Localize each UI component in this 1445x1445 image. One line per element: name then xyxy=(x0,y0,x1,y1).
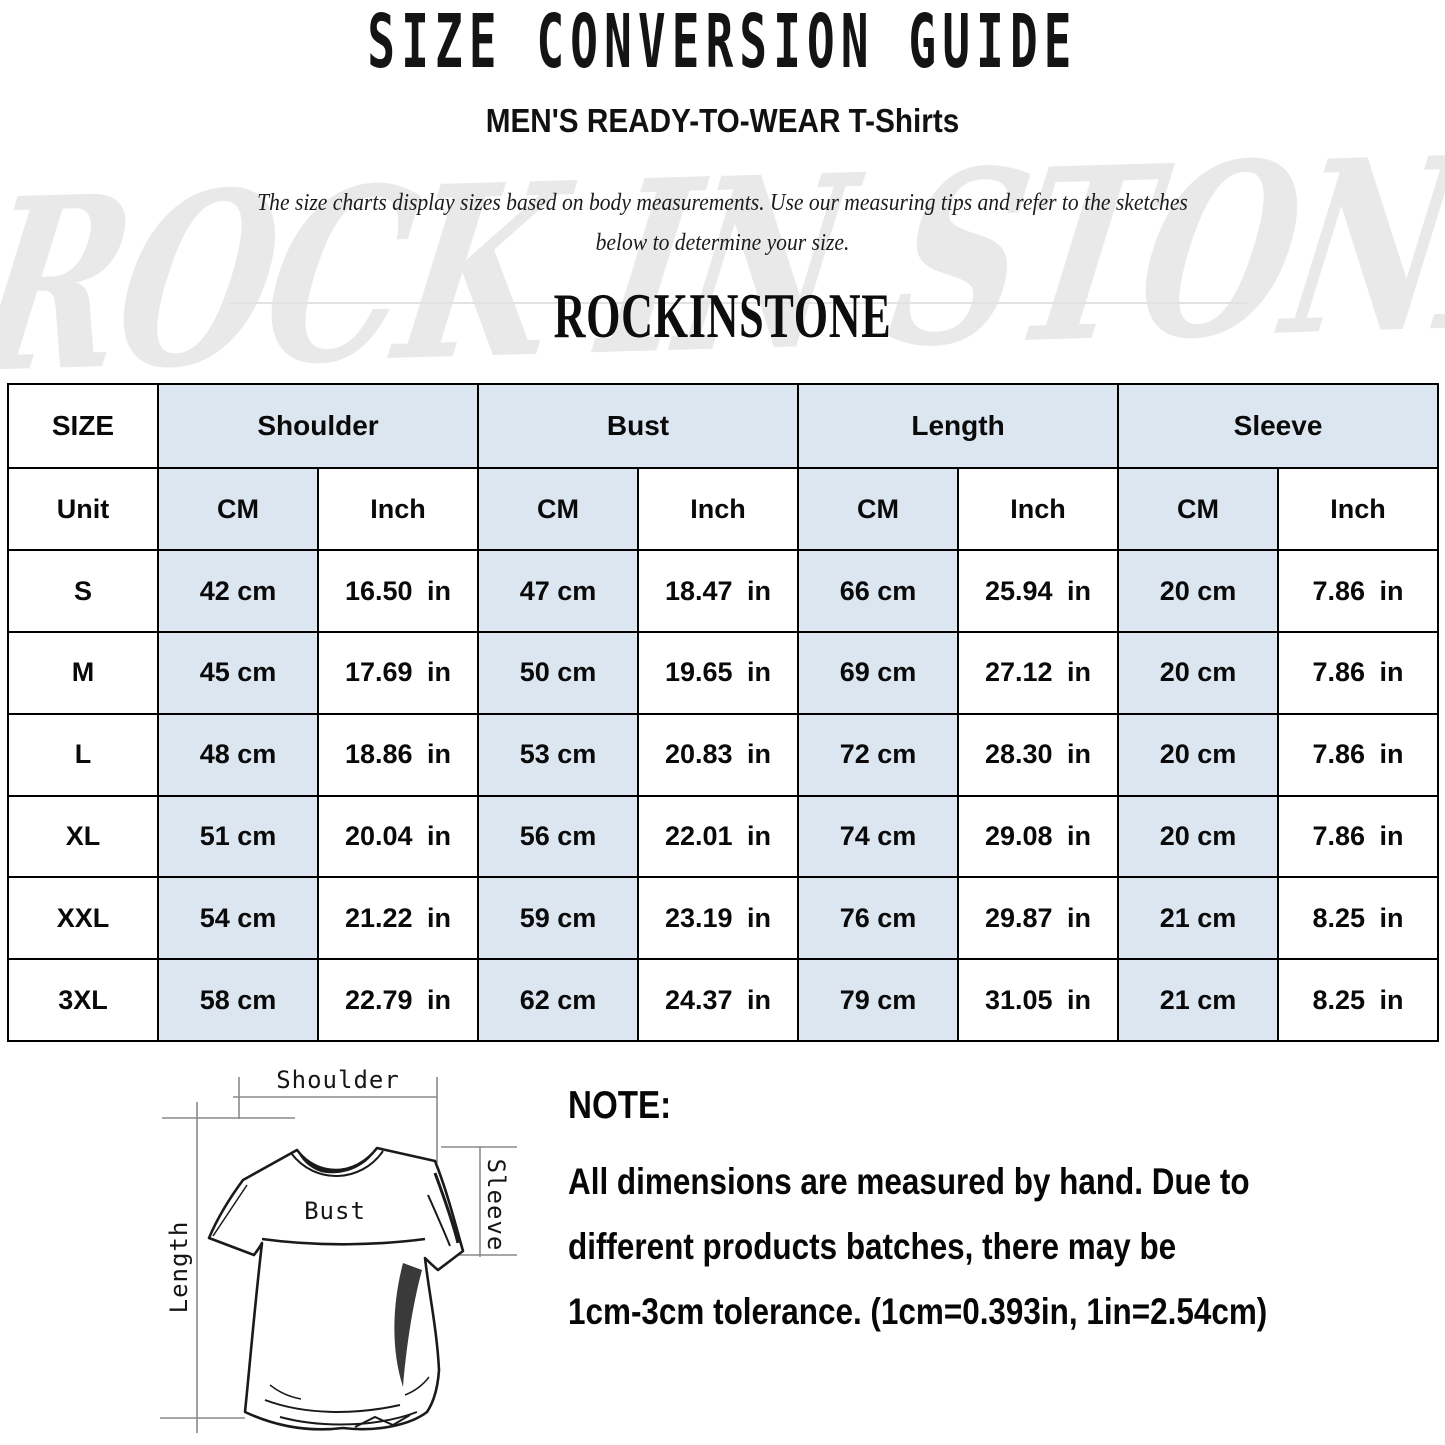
measurement-cell: 31.05 in xyxy=(957,958,1120,1042)
measurement-cell: 51 cm xyxy=(157,794,319,879)
size-cell: XL xyxy=(7,794,159,879)
group-header-sleeve: Sleeve xyxy=(1117,382,1440,470)
measurement-cell: 24.37 in xyxy=(636,958,800,1042)
table-row: XXL 54 cm 21.22 in 59 cm 23.19 in 76 cm … xyxy=(7,876,1440,961)
note-line-1: All dimensions are measured by hand. Due… xyxy=(568,1161,1250,1202)
size-cell: XXL xyxy=(7,876,159,961)
measurement-cell: 20.83 in xyxy=(636,712,800,797)
brand-name: ROCKINSTONE xyxy=(553,281,892,351)
brand-underline xyxy=(228,302,1248,304)
size-conversion-table: SIZE Shoulder Bust Length Sleeve Unit CM… xyxy=(7,382,1440,1042)
unit-cell: CM xyxy=(797,467,960,552)
measurement-cell: 16.50 in xyxy=(317,549,479,633)
measurement-cell: 21 cm xyxy=(1117,876,1280,961)
measurement-cell: 62 cm xyxy=(477,958,639,1042)
measurement-cell: 22.01 in xyxy=(636,794,800,879)
measurement-cell: 21 cm xyxy=(1117,958,1280,1042)
measurement-cell: 27.12 in xyxy=(957,630,1120,715)
table-corner-size-header: SIZE xyxy=(7,382,159,470)
table-row: L 48 cm 18.86 in 53 cm 20.83 in 72 cm 28… xyxy=(7,712,1440,797)
diagram-label-length: Length xyxy=(165,1221,193,1314)
tshirt-sketch xyxy=(207,1146,465,1431)
measurement-cell: 20.04 in xyxy=(317,794,479,879)
table-row: XL 51 cm 20.04 in 56 cm 22.01 in 74 cm 2… xyxy=(7,794,1440,879)
measurement-cell: 21.22 in xyxy=(317,876,479,961)
measurement-cell: 18.47 in xyxy=(636,549,800,633)
brand-watermark: ROCK IN STONE xyxy=(0,102,1445,427)
measurement-cell: 29.08 in xyxy=(957,794,1120,879)
measurement-cell: 7.86 in xyxy=(1277,712,1440,797)
measurement-cell: 7.86 in xyxy=(1277,549,1440,633)
unit-cell: Inch xyxy=(957,467,1120,552)
page-title: SIZE CONVERSION GUIDE xyxy=(367,0,1078,85)
table-group-header-row: SIZE Shoulder Bust Length Sleeve xyxy=(7,382,1440,470)
description-line-1: The size charts display sizes based on b… xyxy=(257,190,1188,216)
measurement-cell: 42 cm xyxy=(157,549,319,633)
measurement-cell: 20 cm xyxy=(1117,794,1280,879)
table-row: M 45 cm 17.69 in 50 cm 19.65 in 69 cm 27… xyxy=(7,630,1440,715)
group-header-length: Length xyxy=(797,382,1120,470)
measurement-cell: 17.69 in xyxy=(317,630,479,715)
unit-label-cell: Unit xyxy=(7,467,159,552)
tshirt-measurement-diagram: Shoulder Bust Length Sleeve xyxy=(160,1066,517,1433)
measurement-cell: 28.30 in xyxy=(957,712,1120,797)
measurement-cell: 8.25 in xyxy=(1277,876,1440,961)
measurement-cell: 20 cm xyxy=(1117,630,1280,715)
description-line-2: below to determine your size. xyxy=(595,230,850,256)
measurement-cell: 25.94 in xyxy=(957,549,1120,633)
unit-cell: CM xyxy=(477,467,639,552)
table-row: S 42 cm 16.50 in 47 cm 18.47 in 66 cm 25… xyxy=(7,549,1440,633)
table-unit-row: Unit CM Inch CM Inch CM Inch CM Inch xyxy=(7,467,1440,552)
measurement-cell: 74 cm xyxy=(797,794,960,879)
measurement-cell: 19.65 in xyxy=(636,630,800,715)
measurement-cell: 54 cm xyxy=(157,876,319,961)
measurement-cell: 69 cm xyxy=(797,630,960,715)
measurement-cell: 79 cm xyxy=(797,958,960,1042)
table-row: 3XL 58 cm 22.79 in 62 cm 24.37 in 79 cm … xyxy=(7,958,1440,1042)
unit-cell: CM xyxy=(157,467,319,552)
group-header-bust: Bust xyxy=(476,382,800,470)
measurement-cell: 56 cm xyxy=(477,794,639,879)
measurement-cell: 23.19 in xyxy=(636,876,800,961)
measurement-cell: 47 cm xyxy=(477,549,639,633)
measurement-cell: 7.86 in xyxy=(1277,630,1440,715)
unit-cell: Inch xyxy=(636,467,800,552)
measurement-cell: 45 cm xyxy=(157,630,319,715)
note-line-3: 1cm-3cm tolerance. (1cm=0.393in, 1in=2.5… xyxy=(568,1291,1268,1332)
measurement-cell: 53 cm xyxy=(477,712,639,797)
measurement-cell: 20 cm xyxy=(1117,549,1280,633)
measurement-cell: 18.86 in xyxy=(317,712,479,797)
size-cell: S xyxy=(7,549,159,633)
measurement-cell: 20 cm xyxy=(1117,712,1280,797)
measurement-cell: 76 cm xyxy=(797,876,960,961)
size-cell: 3XL xyxy=(7,958,159,1042)
diagram-label-sleeve: Sleeve xyxy=(482,1159,510,1252)
measurement-cell: 8.25 in xyxy=(1277,958,1440,1042)
diagram-label-shoulder: Shoulder xyxy=(276,1066,400,1094)
diagram-label-bust: Bust xyxy=(304,1197,366,1225)
unit-cell: CM xyxy=(1117,467,1280,552)
measurement-cell: 72 cm xyxy=(797,712,960,797)
measurement-cell: 7.86 in xyxy=(1277,794,1440,879)
note-block: NOTE: All dimensions are measured by han… xyxy=(568,1084,1391,1344)
measurement-cell: 48 cm xyxy=(157,712,319,797)
unit-cell: Inch xyxy=(1277,467,1440,552)
measurement-cell: 58 cm xyxy=(157,958,319,1042)
unit-cell: Inch xyxy=(317,467,479,552)
size-cell: M xyxy=(7,630,159,715)
size-cell: L xyxy=(7,712,159,797)
group-header-shoulder: Shoulder xyxy=(157,382,479,470)
measurement-cell: 59 cm xyxy=(477,876,639,961)
measurement-cell: 50 cm xyxy=(477,630,639,715)
measurement-cell: 66 cm xyxy=(797,549,960,633)
note-heading: NOTE: xyxy=(568,1084,672,1127)
note-line-2: different products batches, there may be xyxy=(568,1226,1177,1267)
measurement-cell: 29.87 in xyxy=(957,876,1120,961)
page-subtitle: MEN'S READY-TO-WEAR T-Shirts xyxy=(485,102,960,139)
measurement-cell: 22.79 in xyxy=(317,958,479,1042)
